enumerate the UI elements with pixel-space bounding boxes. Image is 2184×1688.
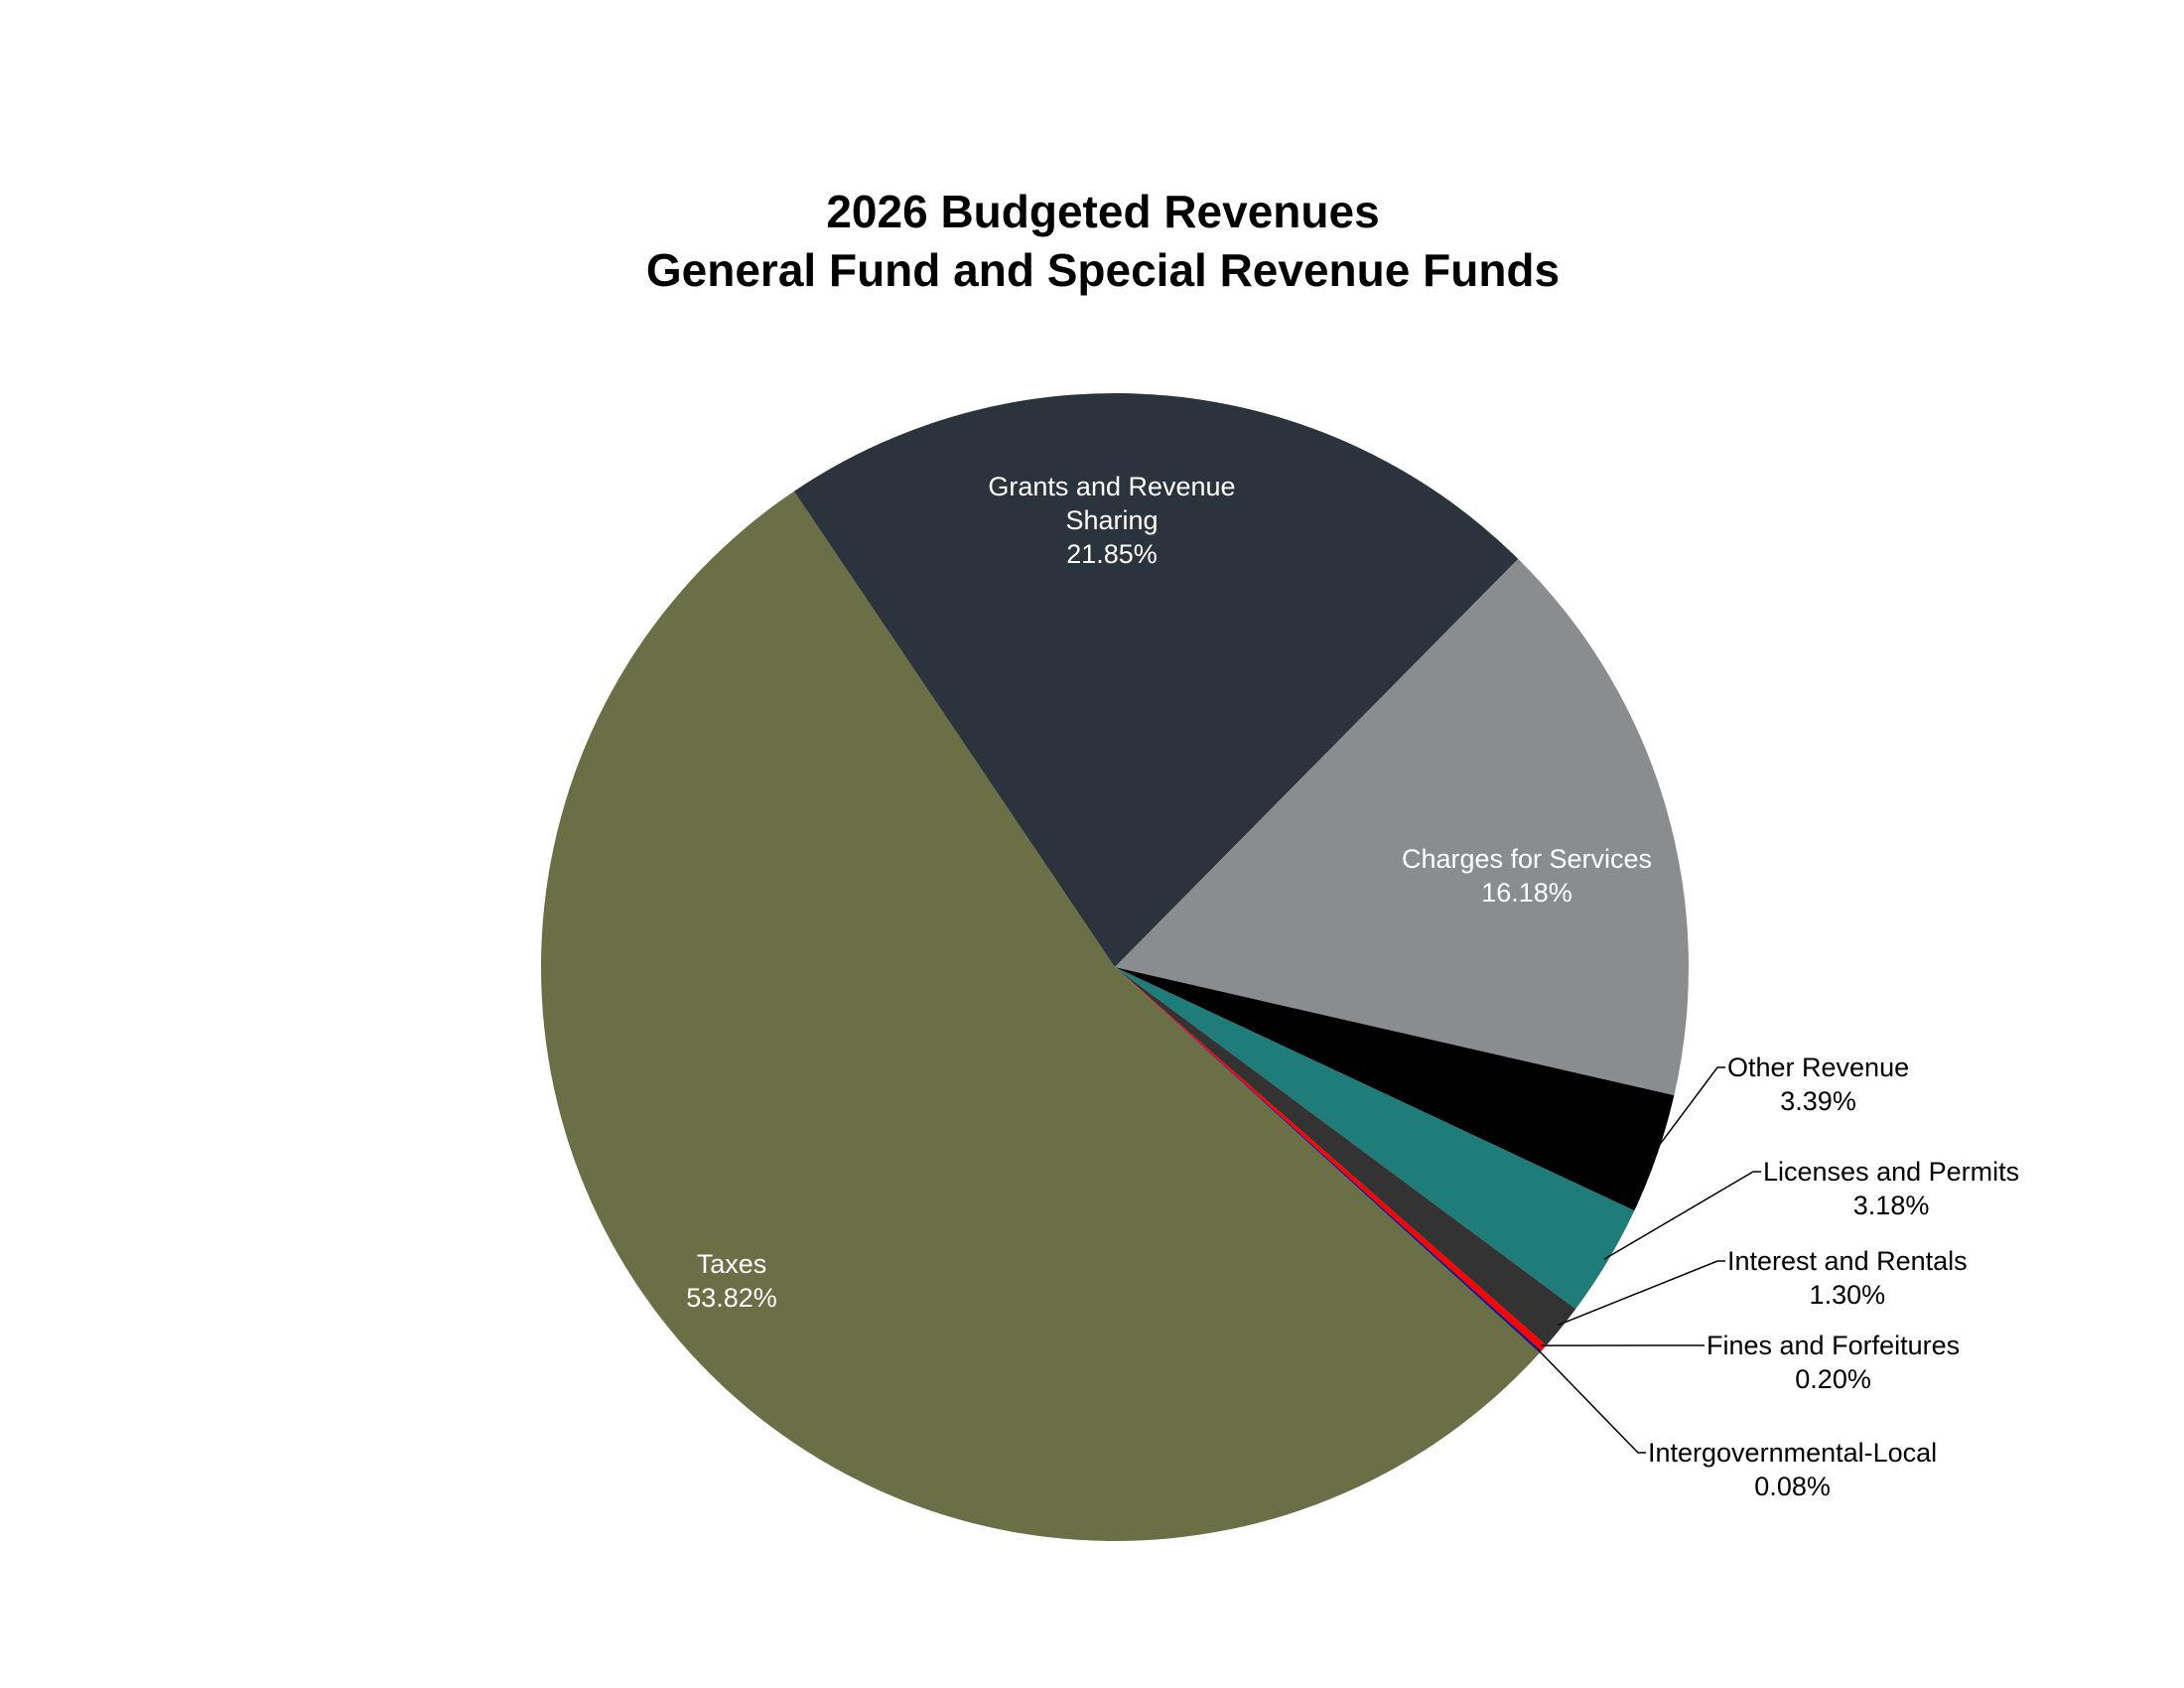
chart-title: 2026 Budgeted Revenues <box>826 186 1380 237</box>
category-label: Fines and Forfeitures <box>1706 1331 1961 1360</box>
value-label: 0.20% <box>1795 1364 1871 1394</box>
category-label: Charges for Services <box>1401 844 1653 874</box>
slice-label: Taxes 53.82% <box>686 1247 777 1315</box>
pie-slice <box>1115 967 1635 1310</box>
value-label: 3.18% <box>1852 1191 1930 1220</box>
value-label: 53.82% <box>686 1283 777 1313</box>
slice-label: Intergovernmental-Local 0.08% <box>1648 1436 1937 1503</box>
category-label: Intergovernmental-Local <box>1648 1438 1938 1468</box>
leader-line <box>1558 1260 1725 1327</box>
pie-slice <box>1115 967 1542 1353</box>
slice-label: Fines and Forfeitures 0.20% <box>1706 1329 1960 1396</box>
slice-label: Other Revenue 3.39% <box>1727 1051 1909 1118</box>
slice-label: Interest and Rentals 1.30% <box>1727 1244 1968 1312</box>
slice-label: Licenses and Permits 3.18% <box>1763 1155 2019 1222</box>
pie-slice <box>541 491 1540 1541</box>
value-label: 21.85% <box>1066 539 1158 569</box>
leader-line <box>1653 1066 1725 1154</box>
pie-slice <box>1115 967 1675 1211</box>
pie-slice <box>1115 558 1690 1096</box>
category-label: Taxes <box>696 1249 767 1279</box>
pie-slice <box>1115 967 1547 1351</box>
slice-label: Charges for Services 16.18% <box>1402 842 1652 910</box>
category-label: Licenses and Permits <box>1763 1157 2020 1187</box>
pie-slice <box>793 392 1519 967</box>
category-label: Interest and Rentals <box>1727 1246 1968 1276</box>
chart-subtitle: General Fund and Special Revenue Funds <box>645 244 1561 296</box>
leader-line <box>1537 1348 1646 1454</box>
category-label: Other Revenue <box>1727 1053 1910 1082</box>
value-label: 3.39% <box>1780 1086 1856 1116</box>
category-label: Grants and Revenue Sharing <box>988 472 1236 535</box>
value-label: 0.08% <box>1754 1472 1831 1501</box>
leader-line <box>1603 1171 1761 1260</box>
value-label: 1.30% <box>1809 1280 1886 1310</box>
value-label: 16.18% <box>1481 878 1572 908</box>
slice-label: Grants and Revenue Sharing 21.85% <box>973 470 1251 571</box>
pie-slice <box>1115 967 1576 1346</box>
